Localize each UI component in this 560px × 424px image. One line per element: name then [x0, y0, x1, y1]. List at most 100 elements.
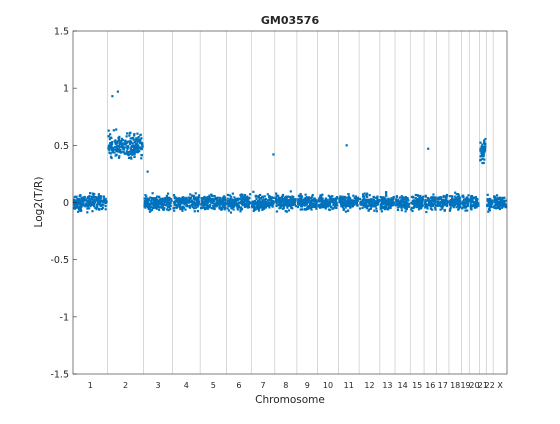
y-axis-ticks: 1.5 1 0.5 0 -0.5 -1 -1.5: [50, 27, 77, 381]
data-point: [482, 155, 485, 158]
data-point: [449, 202, 452, 205]
data-point: [437, 203, 441, 207]
data-point: [200, 206, 203, 209]
data-point: [335, 206, 338, 209]
data-point: [147, 201, 150, 204]
data-point: [172, 207, 175, 210]
data-point: [317, 205, 320, 208]
data-point: [479, 141, 482, 144]
data-point: [180, 206, 183, 209]
data-point: [184, 199, 187, 202]
data-point: [127, 145, 130, 148]
data-point: [434, 208, 437, 211]
data-point: [168, 203, 171, 206]
data-point: [136, 138, 140, 141]
data-point: [94, 206, 97, 209]
data-point: [308, 204, 312, 207]
data-point: [109, 155, 113, 158]
data-point: [99, 195, 103, 198]
data-point: [300, 195, 303, 198]
data-point: [438, 202, 441, 206]
data-point: [481, 149, 484, 153]
data-point: [470, 204, 473, 207]
data-point: [420, 203, 423, 206]
data-point: [113, 151, 116, 154]
data-point: [139, 142, 142, 145]
data-point: [355, 196, 358, 200]
data-point: [79, 203, 82, 206]
data-point: [176, 197, 179, 201]
data-point: [310, 204, 313, 207]
data-point: [349, 200, 352, 203]
data-point: [457, 196, 460, 200]
data-point: [216, 196, 219, 199]
data-point: [196, 199, 199, 202]
data-point: [226, 202, 229, 205]
data-point: [283, 201, 287, 205]
data-point: [417, 194, 420, 197]
data-point: [125, 150, 128, 153]
data-point: [464, 206, 467, 209]
data-point: [144, 203, 147, 207]
data-point: [269, 196, 272, 199]
data-point: [399, 199, 403, 202]
data-point: [212, 204, 215, 207]
data-point: [366, 204, 370, 207]
data-point: [483, 141, 486, 144]
data-point: [175, 197, 178, 201]
data-point: [328, 203, 332, 206]
data-point: [280, 195, 284, 198]
data-point: [294, 198, 297, 201]
data-point: [297, 199, 300, 202]
data-point: [494, 196, 497, 199]
data-point: [422, 195, 425, 198]
y-tick-label: 1.5: [54, 27, 69, 38]
data-point: [188, 205, 191, 208]
data-point: [80, 196, 83, 199]
data-point: [110, 148, 114, 151]
data-point: [420, 200, 423, 203]
data-point: [402, 200, 405, 203]
data-point: [173, 209, 176, 212]
data-point: [203, 195, 206, 199]
data-point: [312, 199, 315, 202]
data-point: [148, 205, 151, 208]
data-point: [339, 198, 342, 201]
data-point: [95, 208, 98, 211]
data-point: [124, 139, 127, 142]
data-point: [479, 149, 482, 152]
data-point: [80, 205, 83, 208]
data-point: [260, 203, 264, 206]
data-point: [392, 197, 395, 201]
data-point: [208, 204, 211, 207]
data-point: [114, 145, 117, 149]
data-point: [324, 202, 327, 205]
data-point: [220, 206, 223, 209]
data-point: [414, 196, 417, 200]
data-point: [434, 206, 437, 209]
data-point: [431, 208, 434, 211]
data-point: [287, 200, 290, 203]
data-point: [179, 207, 182, 211]
data-point: [241, 198, 244, 201]
data-point: [252, 203, 256, 207]
data-point: [315, 205, 318, 208]
data-point: [134, 142, 137, 145]
data-point: [157, 195, 161, 198]
data-point: [228, 201, 231, 204]
data-point: [344, 206, 347, 209]
data-point: [159, 203, 162, 206]
data-point: [400, 195, 403, 198]
data-point: [504, 199, 507, 202]
data-point: [431, 205, 434, 208]
data-point: [465, 202, 468, 205]
data-point: [236, 206, 239, 209]
data-point: [501, 196, 504, 200]
data-point: [498, 204, 502, 207]
data-point: [317, 203, 321, 207]
data-point: [311, 193, 314, 197]
data-point: [230, 198, 233, 201]
data-point: [258, 200, 262, 203]
data-point: [193, 207, 196, 210]
data-point: [145, 197, 148, 201]
